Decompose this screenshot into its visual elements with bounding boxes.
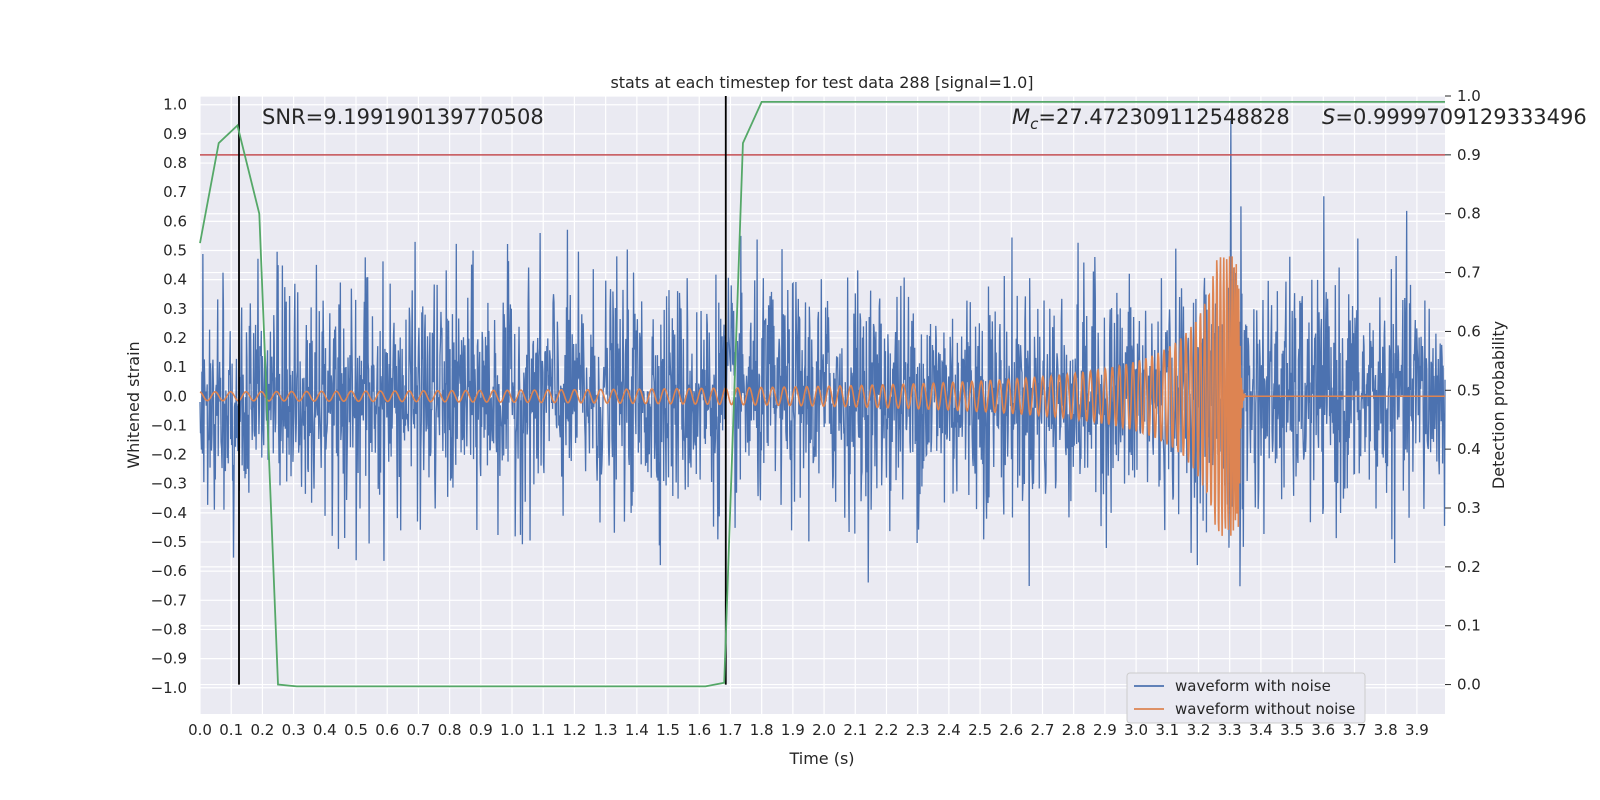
- y-tick-label: 1.0: [163, 96, 187, 114]
- y2-tick-label: 0.4: [1457, 440, 1481, 458]
- mc-subscript: c: [1030, 115, 1039, 133]
- s-value: =0.9999709129333496: [1335, 105, 1586, 129]
- legend-label-clean: waveform without noise: [1175, 700, 1355, 718]
- s-symbol: S: [1322, 105, 1335, 129]
- x-axis-ticks: 0.0 0.1 0.2 0.3 0.4 0.5 0.6 0.7 0.8 0.9 1.0 1.1 1.2 1…: [188, 721, 1429, 739]
- y-tick-label: −0.5: [151, 533, 187, 551]
- x-tick-label: 0.1: [219, 721, 243, 739]
- y2-tick-label: 0.7: [1457, 264, 1481, 282]
- y-tick-label: −0.2: [151, 446, 187, 464]
- y-axis-ticks: 1.0 0.9 0.8 0.7 0.6 0.5 0.4 0.3 0.2 0.1 0.0 −0.1 −0.…: [151, 96, 187, 697]
- x-tick-label: 3.1: [1155, 721, 1179, 739]
- chart-title: stats at each timestep for test data 288…: [610, 73, 1033, 92]
- x-tick-label: 3.8: [1374, 721, 1398, 739]
- x-tick-label: 2.7: [1031, 721, 1055, 739]
- x-tick-label: 2.3: [906, 721, 930, 739]
- y2-tick-label: 0.9: [1457, 146, 1481, 164]
- y2-tick-label: 0.0: [1457, 676, 1481, 694]
- x-axis-label: Time (s): [788, 749, 854, 768]
- y-tick-label: 0.1: [163, 358, 187, 376]
- x-tick-label: 1.6: [687, 721, 711, 739]
- x-tick-label: 3.9: [1405, 721, 1429, 739]
- x-tick-label: 0.0: [188, 721, 212, 739]
- y2-tick-label: 0.3: [1457, 499, 1481, 517]
- x-tick-label: 2.2: [875, 721, 899, 739]
- x-tick-label: 0.6: [375, 721, 399, 739]
- y-tick-label: 0.6: [163, 212, 187, 230]
- detection-probability-line: [199, 100, 1445, 688]
- y-tick-label: 0.9: [163, 125, 187, 143]
- x-tick-label: 3.2: [1187, 721, 1211, 739]
- x-tick-label: 2.9: [1093, 721, 1117, 739]
- x-tick-label: 0.9: [469, 721, 493, 739]
- x-tick-label: 0.7: [406, 721, 430, 739]
- mc-value: =27.472309112548828: [1038, 105, 1289, 129]
- vertical-markers: [238, 96, 727, 685]
- y-tick-label: −0.6: [151, 562, 187, 580]
- y-tick-label: 0.7: [163, 183, 187, 201]
- mc-symbol: M: [1012, 105, 1030, 129]
- x-tick-label: 2.5: [968, 721, 992, 739]
- x-tick-label: 0.5: [344, 721, 368, 739]
- waveform-without-noise-line: [199, 256, 1445, 536]
- x-tick-label: 3.4: [1249, 721, 1273, 739]
- x-tick-label: 3.3: [1218, 721, 1242, 739]
- legend-label-noise: waveform with noise: [1175, 677, 1331, 695]
- y-tick-label: 0.5: [163, 242, 187, 260]
- y-tick-label: 0.4: [163, 271, 187, 289]
- legend: waveform with noise waveform without noi…: [1126, 672, 1366, 724]
- x-tick-label: 3.6: [1311, 721, 1335, 739]
- y-tick-label: −1.0: [151, 679, 187, 697]
- y-axis-label: Whitened strain: [124, 341, 143, 468]
- y2-tick-label: 0.2: [1457, 558, 1481, 576]
- series-waveform-without-noise: [199, 256, 1445, 536]
- x-tick-label: 0.3: [282, 721, 306, 739]
- x-tick-label: 3.7: [1343, 721, 1367, 739]
- series-detection-probability: [199, 100, 1445, 688]
- y-tick-label: −0.9: [151, 650, 187, 668]
- y2-tick-label: 0.8: [1457, 205, 1481, 223]
- y2-tick-label: 0.5: [1457, 381, 1481, 399]
- x-tick-label: 2.0: [812, 721, 836, 739]
- x-tick-label: 2.8: [1062, 721, 1086, 739]
- y-tick-label: 0.3: [163, 300, 187, 318]
- x-tick-label: 3.5: [1280, 721, 1304, 739]
- x-tick-label: 1.4: [625, 721, 649, 739]
- x-tick-label: 0.2: [250, 721, 274, 739]
- y2-tick-label: 1.0: [1457, 87, 1481, 105]
- y2-axis-ticks: 1.0 0.9 0.8 0.7 0.6 0.5 0.4 0.3 0.2 0.1 0.0: [1445, 87, 1481, 694]
- x-tick-label: 1.0: [500, 721, 524, 739]
- x-tick-label: 1.1: [531, 721, 555, 739]
- x-tick-label: 2.4: [937, 721, 961, 739]
- y2-tick-label: 0.1: [1457, 617, 1481, 635]
- y-tick-label: −0.7: [151, 591, 187, 609]
- y-tick-label: 0.2: [163, 329, 187, 347]
- y-tick-label: −0.1: [151, 416, 187, 434]
- y2-tick-label: 0.6: [1457, 322, 1481, 340]
- y-tick-label: −0.8: [151, 620, 187, 638]
- x-tick-label: 2.1: [843, 721, 867, 739]
- x-tick-label: 1.2: [563, 721, 587, 739]
- y-tick-label: 0.8: [163, 154, 187, 172]
- chirp-mass-annotation: Mc=27.472309112548828: [1012, 105, 1290, 133]
- y-tick-label: 0.0: [163, 387, 187, 405]
- x-tick-label: 2.6: [999, 721, 1023, 739]
- legend-box: [1126, 672, 1366, 724]
- y2-axis-label: Detection probability: [1489, 321, 1508, 489]
- x-tick-label: 1.8: [750, 721, 774, 739]
- x-tick-label: 1.9: [781, 721, 805, 739]
- x-tick-label: 0.8: [438, 721, 462, 739]
- y-tick-label: −0.4: [151, 504, 187, 522]
- x-tick-label: 0.4: [313, 721, 337, 739]
- snr-annotation: SNR=9.199190139770508: [262, 105, 544, 129]
- x-tick-label: 3.0: [1124, 721, 1148, 739]
- significance-annotation: S=0.9999709129333496: [1322, 105, 1587, 129]
- x-tick-label: 1.5: [656, 721, 680, 739]
- x-tick-label: 1.3: [594, 721, 618, 739]
- x-tick-label: 1.7: [719, 721, 743, 739]
- y-tick-label: −0.3: [151, 475, 187, 493]
